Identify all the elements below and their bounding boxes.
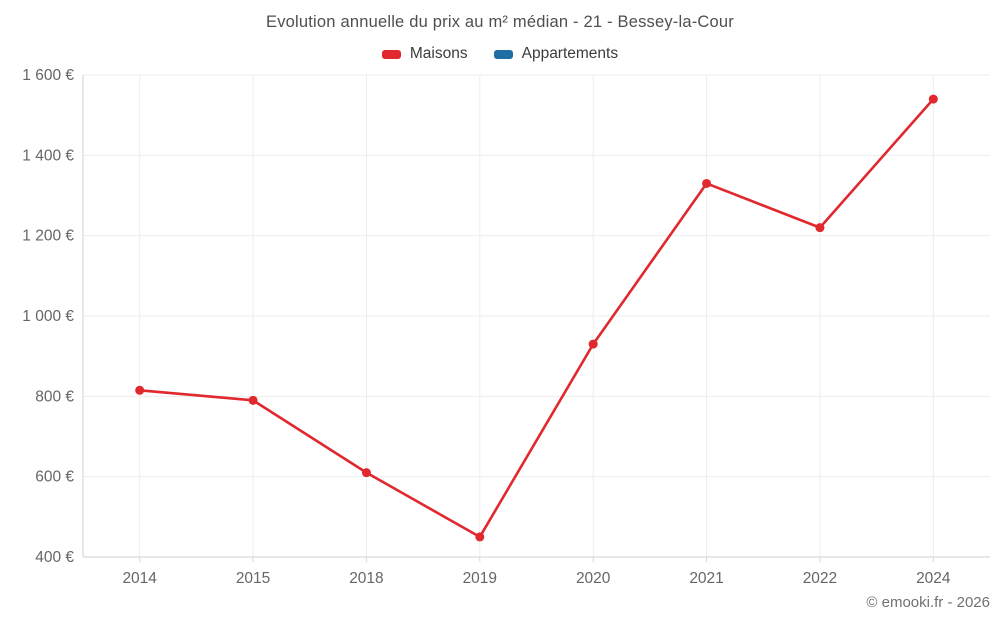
- chart-legend: Maisons Appartements: [0, 45, 1000, 63]
- legend-item-appartements[interactable]: Appartements: [493, 45, 619, 63]
- x-axis-tick-label: 2024: [916, 570, 951, 587]
- y-axis-tick-label: 1 600 €: [22, 67, 74, 84]
- maisons-data-point-2021[interactable]: [702, 178, 712, 188]
- maisons-data-point-2015[interactable]: [248, 395, 258, 405]
- footer-credit: © emooki.fr - 2026: [866, 594, 990, 611]
- legend-label-appartements: Appartements: [521, 45, 619, 62]
- maisons-data-point-2022[interactable]: [815, 223, 825, 233]
- appartements-swatch-icon: [493, 49, 513, 59]
- x-axis-tick-label: 2018: [349, 570, 383, 587]
- legend-item-maisons[interactable]: Maisons: [381, 45, 468, 63]
- maisons-data-point-2024[interactable]: [928, 94, 938, 104]
- legend-label-maisons: Maisons: [409, 45, 468, 62]
- x-axis-tick-label: 2022: [803, 570, 837, 587]
- chart-title: Evolution annuelle du prix au m² médian …: [265, 13, 734, 31]
- y-axis-tick-label: 1 000 €: [22, 308, 74, 325]
- maisons-data-point-2020[interactable]: [588, 339, 598, 349]
- x-axis-tick-label: 2015: [236, 570, 270, 587]
- y-axis-tick-label: 1 400 €: [22, 147, 74, 164]
- maisons-data-point-2018[interactable]: [361, 468, 371, 478]
- maisons-swatch-icon: [381, 49, 401, 59]
- y-axis-tick-label: 800 €: [35, 388, 74, 405]
- y-axis-tick-label: 400 €: [35, 549, 74, 566]
- x-axis-tick-label: 2019: [463, 570, 497, 587]
- y-axis-tick-label: 1 200 €: [22, 228, 74, 245]
- maisons-data-point-2019[interactable]: [475, 532, 485, 542]
- maisons-data-point-2014[interactable]: [135, 385, 145, 395]
- x-axis-tick-label: 2020: [576, 570, 611, 587]
- maisons-series-line: [138, 97, 935, 539]
- x-axis-tick-label: 2021: [689, 570, 723, 587]
- x-axis-tick-label: 2014: [122, 570, 157, 587]
- y-axis-tick-label: 600 €: [35, 469, 74, 486]
